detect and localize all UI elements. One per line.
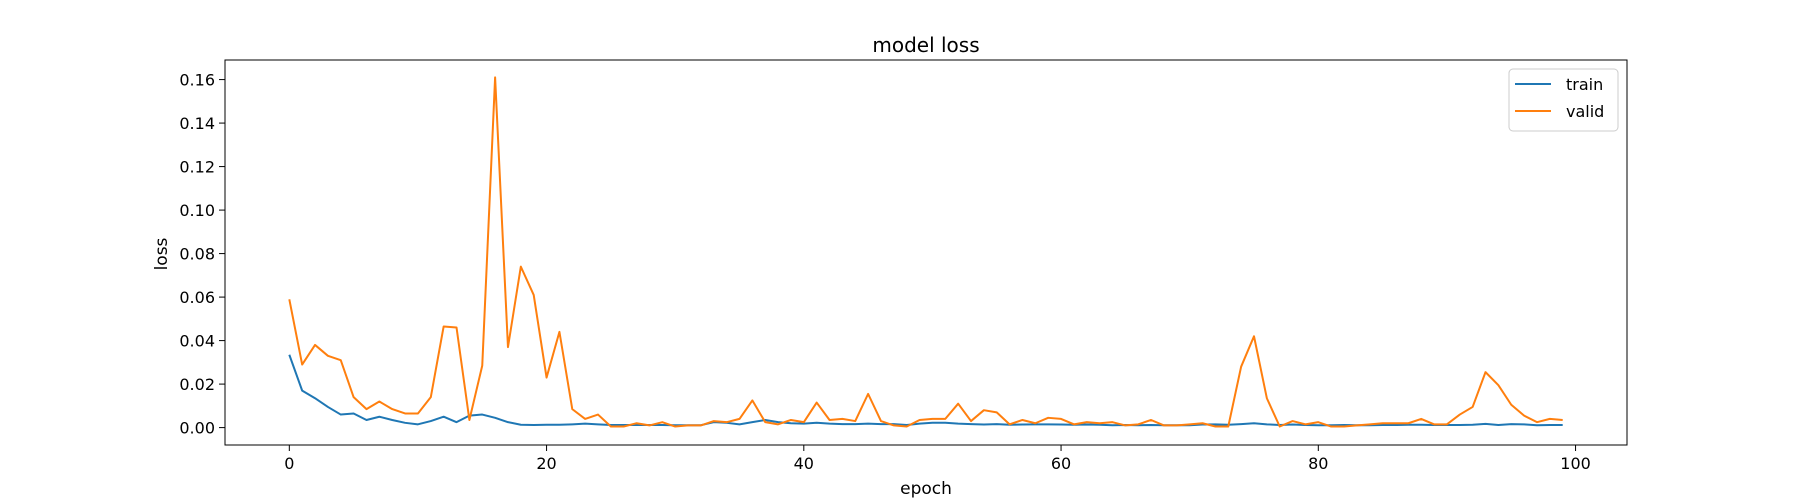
y-tick-label: 0.02 [179, 375, 215, 394]
series-line-valid [288, 76, 1563, 428]
x-tick-label: 40 [794, 454, 814, 473]
y-tick-label: 0.08 [179, 245, 215, 264]
y-tick-label: 0.12 [179, 158, 215, 177]
y-tick-label: 0.00 [179, 419, 215, 438]
y-tick-label: 0.04 [179, 332, 215, 351]
legend-label-valid: valid [1566, 102, 1604, 121]
y-tick-label: 0.14 [179, 114, 215, 133]
y-axis-label: loss [152, 237, 172, 270]
x-tick-label: 80 [1308, 454, 1328, 473]
y-tick-label: 0.10 [179, 201, 215, 220]
ticks-layer: 0 20 40 60 80 100 0.00 0.02 0.04 0.06 0.08 0.10 0.12… [179, 71, 1590, 473]
x-tick-label: 60 [1051, 454, 1071, 473]
axes-frame [224, 59, 1628, 446]
series-layer [288, 76, 1563, 428]
legend: train valid [1508, 68, 1619, 132]
chart-title: model loss [872, 33, 979, 57]
y-tick-label: 0.06 [179, 288, 215, 307]
x-tick-label: 0 [284, 454, 294, 473]
x-tick-label: 100 [1560, 454, 1591, 473]
plot-area [225, 60, 1627, 445]
y-tick-label: 0.16 [179, 71, 215, 90]
x-axis-label: epoch [900, 479, 952, 499]
x-tick-label: 20 [536, 454, 556, 473]
axes-background [225, 60, 1627, 445]
legend-label-train: train [1566, 75, 1603, 94]
